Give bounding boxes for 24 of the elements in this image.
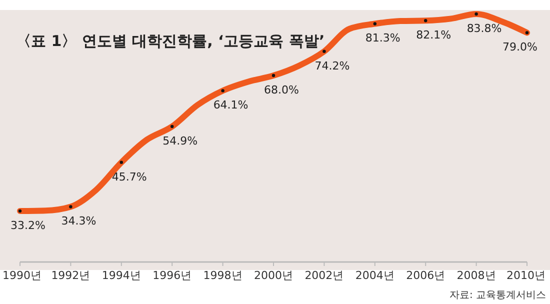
- x-tick-label: 2010년: [506, 269, 546, 282]
- x-tick-label: 2004년: [355, 269, 394, 282]
- x-tick-label: 1992년: [51, 269, 90, 282]
- x-tick-label: 1996년: [152, 269, 192, 282]
- data-label: 79.0%: [502, 40, 538, 54]
- x-tick-label: 1998년: [203, 269, 242, 282]
- x-tick-label: 2002년: [304, 269, 344, 282]
- data-label: 33.2%: [10, 219, 46, 232]
- data-label: 82.1%: [416, 28, 452, 42]
- data-label: 83.8%: [466, 22, 502, 35]
- data-label: 68.0%: [264, 84, 299, 97]
- x-tick-label: 1990년: [2, 269, 42, 282]
- data-label: 54.9%: [162, 134, 198, 148]
- data-label: 74.2%: [314, 59, 350, 72]
- x-tick-label: 1994년: [102, 269, 141, 282]
- x-tick-label: 2008년: [456, 269, 496, 282]
- x-tick-label: 2006년: [406, 269, 446, 282]
- data-label: 45.7%: [112, 170, 147, 184]
- text: 〈표 1〉 연도별 대학진학률, ‘고등교육 폭발’: [16, 32, 325, 50]
- data-label: 34.3%: [61, 214, 96, 228]
- data-label: 64.1%: [213, 98, 248, 112]
- data-label: 81.3%: [365, 32, 400, 45]
- text: 자료: 교육통계서비스: [449, 290, 546, 301]
- x-tick-label: 2000년: [254, 269, 293, 282]
